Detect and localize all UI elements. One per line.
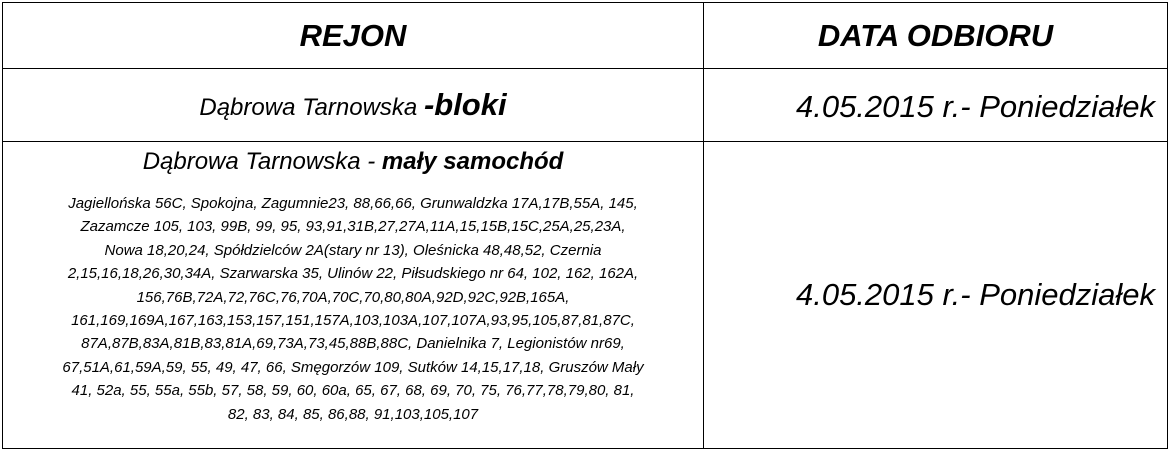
address-line: 67,51A,61,59A,59, 55, 49, 47, 66, Smęgor… (62, 358, 644, 376)
region-name: Dąbrowa Tarnowska - (142, 148, 376, 175)
address-line: 87A,87B,83A,81B,83,81A,69,73A,73,45,88B,… (81, 335, 625, 353)
region-type: -bloki (423, 87, 507, 122)
date-cell: 4.05.2015 r.- Poniedziałek (703, 141, 1168, 449)
address-line: 82, 83, 84, 85, 86,88, 91,103,105,107 (227, 405, 479, 423)
region-cell: Dąbrowa Tarnowska -bloki (2, 68, 704, 142)
header-row: REJON DATA ODBIORU (2, 2, 1168, 69)
region: Dąbrowa Tarnowska - mały samochód (3, 148, 703, 176)
region-cell: Dąbrowa Tarnowska - mały samochód Jagiel… (2, 141, 704, 449)
header-cell: DATA ODBIORU (703, 2, 1168, 69)
address-line: Zazamcze 105, 103, 99B, 99, 95, 93,91,31… (80, 218, 626, 236)
address-line: Jagiellońska 56C, Spokojna, Zagumnie23, … (68, 195, 638, 212)
address-line: 2,15,16,18,26,30,34A, Szarwarska 35, Uli… (67, 265, 639, 283)
address-line: 161,169,169A,167,163,153,157,151,157A,10… (71, 312, 635, 330)
row: Dąbrowa Tarnowska -bloki 4.05.2015 r.- P… (2, 68, 1168, 142)
address-line: 156,76B,72A,72,76C,76,70A,70C,70,80,80A,… (136, 288, 570, 306)
region-type: mały samochód (381, 148, 564, 175)
address-line: Nowa 18,20,24, Spółdzielców 2A(stary nr … (104, 241, 602, 259)
row: Dąbrowa Tarnowska - mały samochód Jagiel… (2, 141, 1168, 449)
header-cell: REJON (2, 2, 704, 69)
date-cell: 4.05.2015 r.- Poniedziałek (703, 68, 1168, 142)
region: Dąbrowa Tarnowska -bloki (199, 87, 506, 122)
region-name: Dąbrowa Tarnowska (199, 94, 418, 121)
address-list: Jagiellońska 56C, Spokojna, Zagumnie23, … (3, 192, 703, 426)
address-line: 41, 52a, 55, 55a, 55b, 57, 58, 59, 60, 6… (71, 382, 635, 400)
